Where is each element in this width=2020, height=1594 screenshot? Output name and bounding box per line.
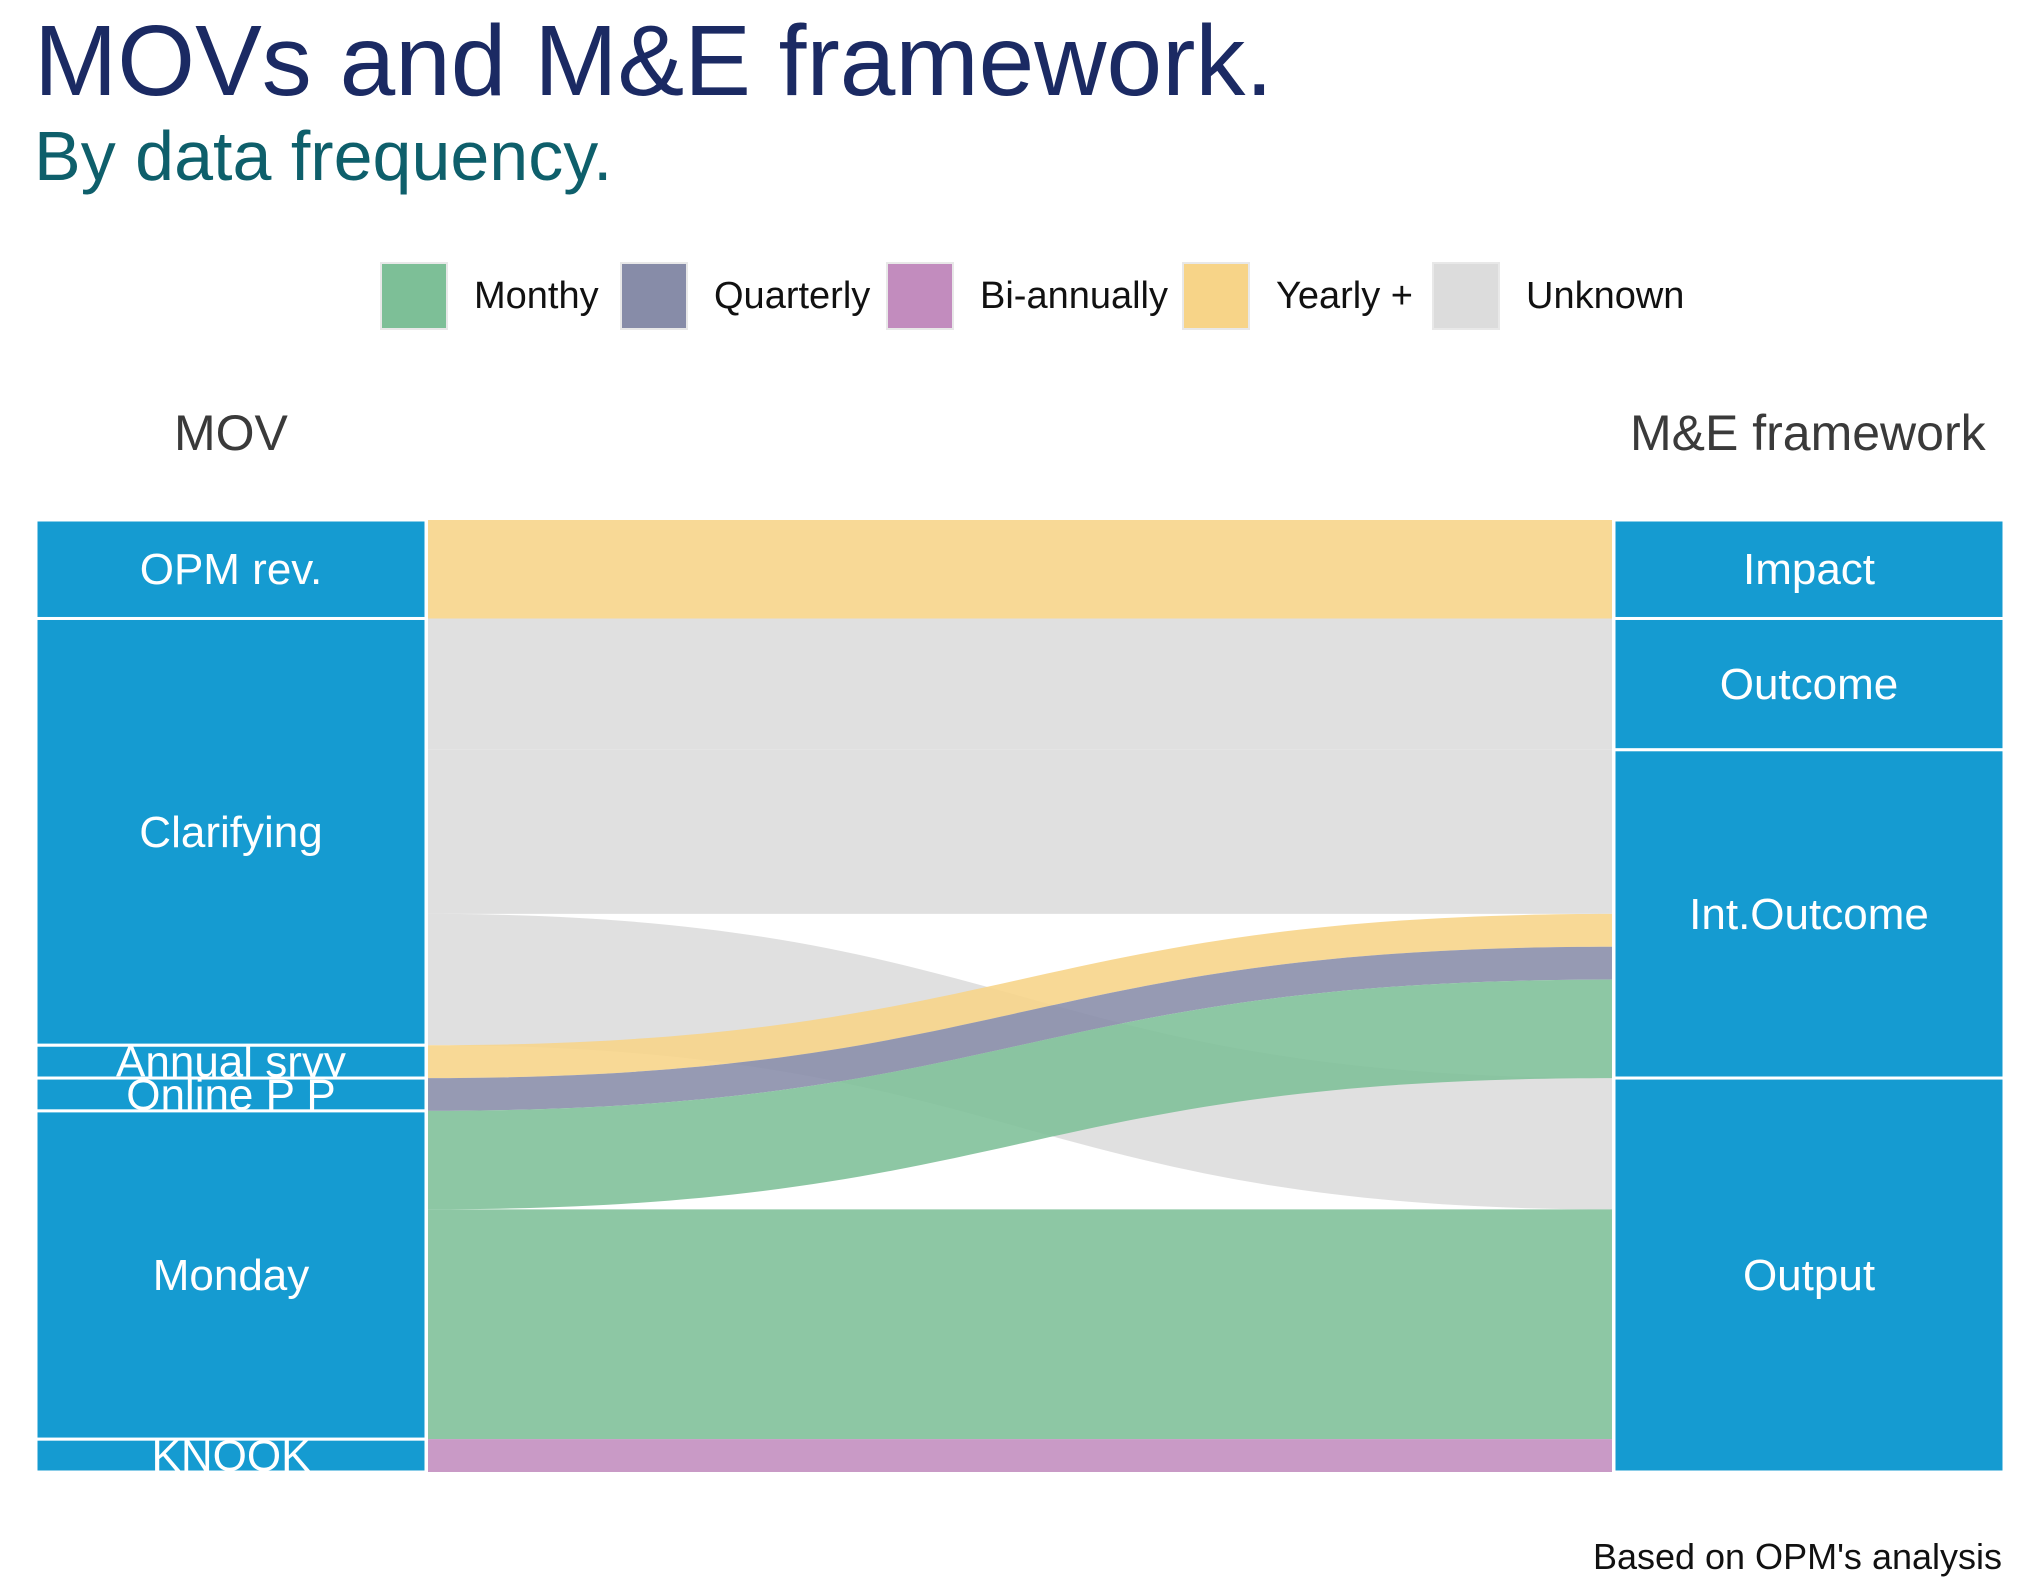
framework-node-outcome: Outcome bbox=[1612, 616, 2006, 752]
legend-swatch-unknown bbox=[1432, 262, 1500, 330]
mov-node-box-opm-rev bbox=[34, 518, 428, 620]
mov-node-opm-rev: OPM rev. bbox=[34, 518, 428, 620]
mov-node-box-knook bbox=[34, 1437, 428, 1474]
legend-label-monthy: Monthy bbox=[474, 275, 599, 317]
framework-node-label-int-outcome: Int.Outcome bbox=[1689, 890, 1929, 939]
flow-annual-srvy-to-int-outcome bbox=[428, 913, 1612, 1079]
legend-label-yearly: Yearly + bbox=[1276, 275, 1413, 317]
mov-node-monday: Monday bbox=[34, 1109, 428, 1441]
legend-swatch-monthy bbox=[380, 262, 448, 330]
axis-label-me-framework: M&E framework bbox=[1630, 405, 1986, 461]
framework-node-label-outcome: Outcome bbox=[1720, 660, 1899, 709]
framework-node-label-impact: Impact bbox=[1743, 545, 1875, 594]
framework-node-box-int-outcome bbox=[1612, 748, 2006, 1080]
flow-monday-to-output bbox=[428, 1209, 1612, 1440]
framework-node-box-outcome bbox=[1612, 616, 2006, 752]
legend-swatch-yearly bbox=[1182, 262, 1250, 330]
chart-caption: Based on OPM's analysis bbox=[1592, 1536, 2002, 1577]
flow-opm-rev-to-impact bbox=[428, 520, 1612, 619]
legend: Monthy Quarterly Bi-annually Yearly + Un… bbox=[0, 262, 2020, 334]
mov-node-clarifying: Clarifying bbox=[34, 616, 428, 1047]
legend-swatch-bi-annually bbox=[886, 262, 954, 330]
mov-node-label-opm-rev: OPM rev. bbox=[140, 545, 323, 594]
chart-subtitle: By data frequency. bbox=[34, 117, 613, 195]
mov-node-box-monday bbox=[34, 1109, 428, 1441]
flow-monday-to-int-outcome bbox=[428, 979, 1612, 1210]
chart-title: MOVs and M&E framework. bbox=[34, 5, 1274, 117]
framework-node-impact: Impact bbox=[1612, 518, 2006, 620]
mov-node-label-knook: KNOOK bbox=[152, 1432, 311, 1481]
legend-label-quarterly: Quarterly bbox=[714, 275, 871, 317]
flow-layer bbox=[428, 520, 1612, 1472]
legend-label-unknown: Unknown bbox=[1526, 275, 1685, 317]
mov-node-label-monday: Monday bbox=[153, 1251, 310, 1300]
legend-swatch-quarterly bbox=[620, 262, 688, 330]
framework-node-box-output bbox=[1612, 1076, 2006, 1474]
framework-node-output: Output bbox=[1612, 1076, 2006, 1474]
flow-clarifying-to-int-outcome bbox=[428, 749, 1612, 914]
axis-label-mov: MOV bbox=[174, 405, 288, 461]
flow-clarifying-to-outcome bbox=[428, 618, 1612, 750]
legend-label-bi-annually: Bi-annually bbox=[980, 275, 1168, 317]
mov-node-knook: KNOOK bbox=[34, 1432, 428, 1481]
flow-knook-to-output bbox=[428, 1439, 1612, 1472]
framework-node-label-output: Output bbox=[1743, 1251, 1875, 1300]
mov-node-label-clarifying: Clarifying bbox=[139, 808, 322, 857]
mov-node-box-clarifying bbox=[34, 616, 428, 1047]
framework-node-int-outcome: Int.Outcome bbox=[1612, 748, 2006, 1080]
flow-online-p-p-to-int-outcome bbox=[428, 946, 1612, 1111]
